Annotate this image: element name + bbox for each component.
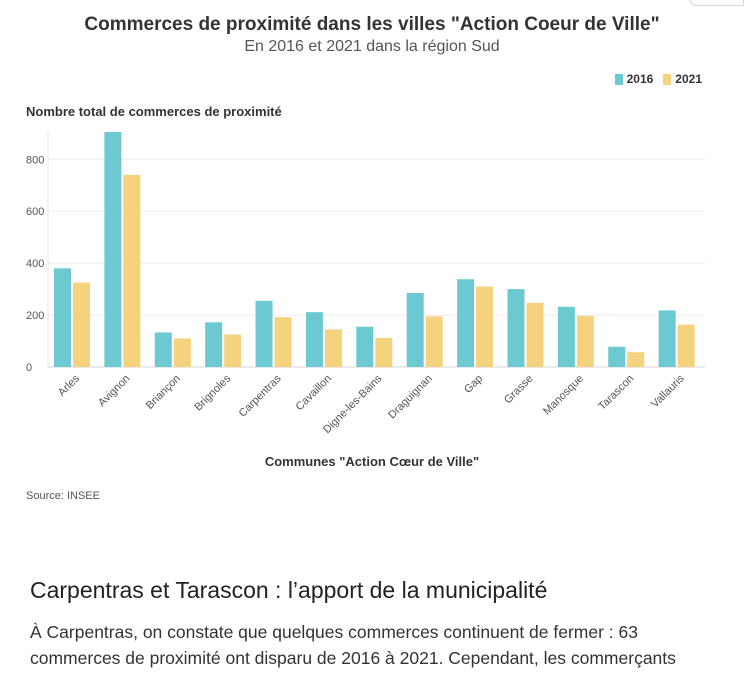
bar-2016-gap[interactable] — [457, 279, 475, 367]
x-tick-label: Brignoles — [192, 372, 233, 413]
y-tick-label: 800 — [26, 154, 44, 166]
bar-2021-avignon[interactable] — [123, 174, 141, 367]
legend-label-2016: 2016 — [626, 72, 654, 86]
y-tick-label: 0 — [26, 362, 32, 374]
bar-2021-tarascon[interactable] — [627, 352, 645, 367]
bar-2021-vallauris[interactable] — [677, 324, 695, 367]
bar-chart: 0 200 400 600 800 Arles Avignon Briançon Brignol… — [26, 132, 705, 436]
chart-subtitle: En 2016 et 2021 dans la région Sud — [244, 38, 500, 55]
x-tick-label: Vallauris — [649, 372, 687, 410]
y-tick-label: 400 — [26, 258, 44, 270]
x-tick-label: Cavaillon — [294, 373, 334, 413]
x-tick-label: Briançon — [144, 373, 183, 412]
bar-2021-gap[interactable] — [476, 286, 494, 367]
bar-2021-manosque[interactable] — [576, 315, 594, 367]
bar-2016-manosque[interactable] — [557, 306, 575, 367]
x-tick-label: Arles — [56, 372, 83, 399]
x-tick-label: Draguignan — [386, 373, 435, 422]
bar-2021-carpentras[interactable] — [274, 317, 292, 367]
bar-2021-arles[interactable] — [73, 282, 90, 367]
chart-title: Commerces de proximité dans les villes "… — [84, 14, 660, 35]
x-tick-label: Manosque — [541, 373, 586, 418]
y-axis-label: Nombre total de commerces de proximité — [26, 104, 282, 119]
bar-2016-cavaillon[interactable] — [305, 312, 323, 367]
bar-2016-grasse[interactable] — [507, 289, 525, 367]
x-tick-label: Tarascon — [596, 373, 636, 413]
bar-2016-avignon[interactable] — [104, 132, 122, 367]
bar-2021-draguignan[interactable] — [425, 316, 443, 367]
x-tick-label: Grasse — [502, 373, 536, 407]
x-axis-label: Communes "Action Cœur de Ville" — [264, 454, 480, 469]
legend-item-2016[interactable]: 2016 — [614, 72, 654, 86]
legend-swatch-2021 — [663, 73, 672, 85]
x-tick-label: Carpentras — [237, 372, 284, 419]
legend-swatch-2016 — [614, 73, 623, 85]
bar-2016-draguignan[interactable] — [406, 292, 424, 367]
bar-2021-cavaillon[interactable] — [324, 329, 342, 367]
bar-2021-brignoles[interactable] — [224, 334, 242, 367]
bar-2016-vallauris[interactable] — [658, 310, 676, 367]
bar-2021-brian-on[interactable] — [173, 338, 191, 367]
legend-label-2021: 2021 — [675, 72, 702, 86]
article-paragraph: À Carpentras, on constate que quelques c… — [30, 622, 676, 668]
chart-legend: 2016 2021 — [614, 72, 702, 86]
y-tick-label: 600 — [26, 206, 44, 218]
bar-2016-carpentras[interactable] — [255, 300, 273, 367]
bar-2016-brignoles[interactable] — [205, 322, 223, 367]
bar-2021-digne-les-bains[interactable] — [375, 337, 393, 367]
x-tick-label: Gap — [462, 373, 485, 396]
y-tick-label: 200 — [26, 310, 44, 322]
x-tick-label: Avignon — [96, 373, 132, 409]
chart-source: Source: INSEE — [26, 490, 100, 502]
bar-2016-tarascon[interactable] — [608, 346, 626, 367]
article-heading: Carpentras et Tarascon : l’apport de la … — [30, 577, 548, 603]
bar-2016-digne-les-bains[interactable] — [356, 326, 374, 367]
bar-2021-grasse[interactable] — [526, 302, 544, 367]
legend-item-2021[interactable]: 2021 — [663, 72, 702, 86]
bar-2016-brian-on[interactable] — [154, 332, 172, 367]
bar-2016-arles[interactable] — [54, 268, 71, 367]
